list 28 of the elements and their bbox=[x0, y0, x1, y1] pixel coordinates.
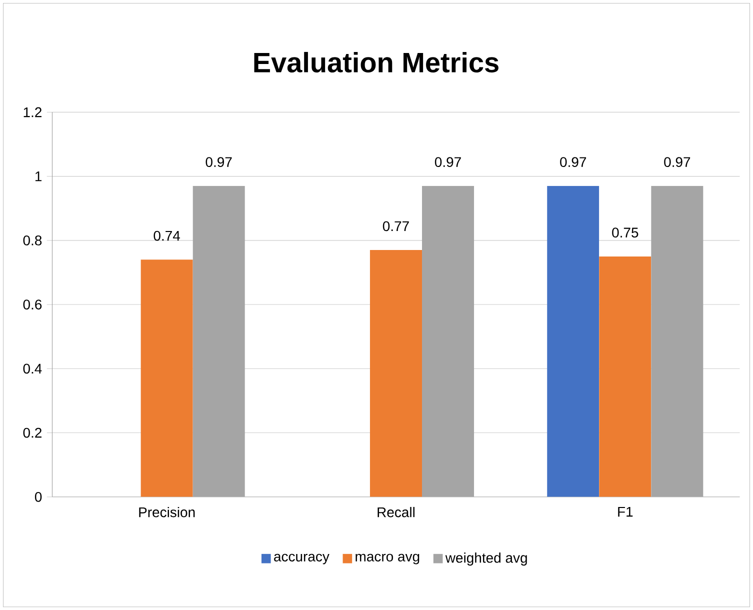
bar bbox=[547, 186, 600, 497]
y-tick-label: 0.2 bbox=[23, 428, 42, 438]
bar bbox=[140, 260, 193, 497]
data-label: 0.77 bbox=[382, 221, 409, 232]
y-tick-label: 0.4 bbox=[23, 364, 42, 374]
bar bbox=[651, 186, 704, 497]
x-tick-label: Precision bbox=[139, 506, 195, 518]
bar bbox=[422, 186, 474, 497]
data-label: 0.74 bbox=[154, 230, 180, 241]
bar bbox=[599, 256, 652, 497]
data-label: 0.97 bbox=[206, 157, 232, 167]
y-tick-label: 0.6 bbox=[23, 300, 42, 310]
data-label: 0.75 bbox=[612, 228, 638, 238]
y-tick-label: 1.2 bbox=[24, 107, 42, 118]
legend-label: macro avg bbox=[356, 554, 420, 564]
y-tick-label: 0.8 bbox=[23, 235, 42, 246]
data-label: 0.97 bbox=[434, 157, 461, 167]
y-tick-label: 1 bbox=[35, 171, 42, 182]
data-label: 0.97 bbox=[664, 157, 690, 167]
x-tick-label: Recall bbox=[378, 506, 414, 518]
legend-label: weighted avg bbox=[445, 552, 527, 566]
data-label: 0.97 bbox=[560, 157, 586, 167]
chart-title: Evaluation Metrics bbox=[254, 52, 498, 72]
legend-label: accuracy bbox=[274, 554, 330, 564]
y-tick-label: 0 bbox=[34, 492, 42, 502]
bar bbox=[370, 250, 422, 497]
bar bbox=[192, 186, 245, 497]
x-tick-label: F1 bbox=[618, 506, 633, 517]
